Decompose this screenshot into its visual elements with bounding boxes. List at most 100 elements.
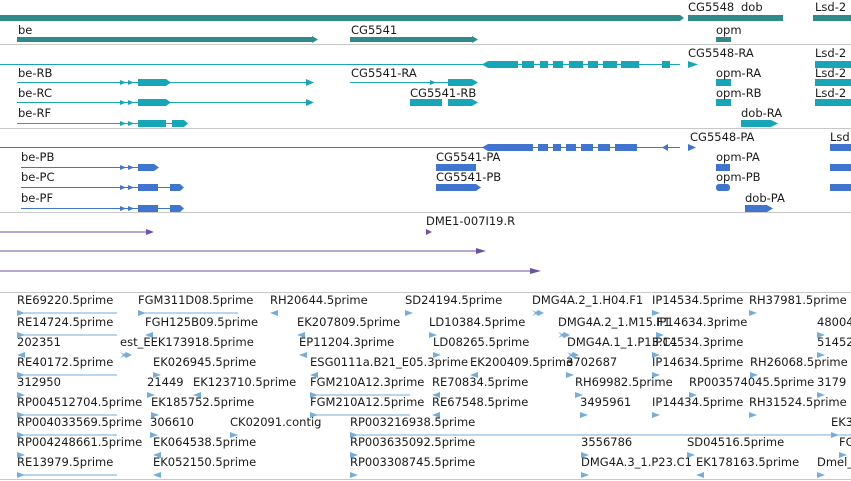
transcript-label-be-rc[interactable]: be-RC bbox=[18, 86, 52, 100]
est-feature[interactable]: EK207809.5prime bbox=[297, 315, 400, 338]
est-feature[interactable]: IP14434.5prime bbox=[652, 395, 743, 418]
est-arrow-icon[interactable] bbox=[17, 392, 25, 398]
gene-label-cg5548[interactable]: CG5548 bbox=[688, 0, 734, 14]
est-feature[interactable]: EK026945.5prime bbox=[153, 355, 256, 378]
est-feature[interactable]: RP003308745.5prime bbox=[350, 455, 475, 478]
transcript-feature-be-rb[interactable] bbox=[17, 79, 314, 86]
est-arrow-icon[interactable] bbox=[153, 452, 161, 458]
est-feature[interactable]: CK02091.contig bbox=[230, 415, 321, 438]
est-feature[interactable]: DMG4A.3_1.P23.C1 bbox=[581, 455, 692, 478]
est-feature[interactable]: RE40172.5prime bbox=[17, 355, 117, 378]
est-arrow-icon[interactable] bbox=[689, 392, 697, 398]
clone-label-dme1[interactable]: DME1-007I19.R bbox=[426, 214, 515, 228]
est-arrow-icon[interactable] bbox=[567, 352, 579, 358]
transcript-feature-be-rf[interactable] bbox=[17, 120, 188, 127]
protein-label-cg5548-pa[interactable]: CG5548-PA bbox=[690, 130, 755, 144]
est-label[interactable]: 3179 bbox=[817, 375, 846, 389]
est-arrow-icon[interactable] bbox=[17, 432, 25, 438]
est-feature[interactable]: SD04516.5prime bbox=[687, 435, 784, 458]
est-label[interactable]: RP004033569.5prime bbox=[17, 415, 142, 429]
est-arrow-icon[interactable] bbox=[193, 392, 201, 398]
protein-label-dob-pa[interactable]: dob-PA bbox=[745, 191, 785, 205]
est-feature[interactable]: EK185752.5prime bbox=[151, 395, 254, 418]
est-feature[interactable]: FGM311D08.5prime bbox=[138, 293, 253, 316]
est-feature[interactable]: RP004512704.5prime bbox=[17, 395, 142, 418]
gene-label-dob[interactable]: dob bbox=[741, 0, 763, 14]
clone-feature-1[interactable] bbox=[0, 229, 154, 235]
est-feature[interactable]: 3556786 bbox=[581, 435, 632, 458]
est-arrow-icon[interactable] bbox=[153, 472, 161, 478]
transcript-feature-dob-ra[interactable] bbox=[741, 120, 778, 127]
est-arrow-icon[interactable] bbox=[566, 372, 574, 378]
protein-feature-cg5548-pa[interactable] bbox=[0, 144, 696, 151]
est-label[interactable]: DMG4A.2_1.H04.F1 bbox=[532, 293, 643, 307]
est-label[interactable]: SD04516.5prime bbox=[687, 435, 784, 449]
clone-feature-dme1[interactable] bbox=[426, 229, 432, 235]
est-arrow-icon[interactable] bbox=[17, 310, 25, 316]
est-label[interactable]: 51452 bbox=[817, 335, 851, 349]
est-feature[interactable]: 306610 bbox=[150, 415, 194, 438]
transcript-feature-be-rc[interactable] bbox=[17, 99, 314, 106]
est-feature[interactable]: FGM210A12.5prime bbox=[310, 395, 424, 418]
transcript-feature-opm-ra[interactable] bbox=[716, 79, 731, 86]
est-arrow-icon[interactable] bbox=[652, 372, 660, 378]
gene-feature-be[interactable] bbox=[17, 36, 318, 43]
est-feature[interactable]: RP003635092.5prime bbox=[350, 435, 475, 458]
est-feature[interactable]: LD10384.5prime bbox=[429, 315, 525, 338]
est-label[interactable]: EK207809.5prime bbox=[297, 315, 400, 329]
est-feature[interactable]: LD08265.5prime bbox=[433, 335, 529, 358]
est-label[interactable]: RE70834.5prime bbox=[432, 375, 528, 389]
est-arrow-icon[interactable] bbox=[310, 412, 318, 418]
protein-feature-be-pf[interactable] bbox=[21, 205, 184, 212]
est-label[interactable]: RP003308745.5prime bbox=[350, 455, 475, 469]
est-arrow-icon[interactable] bbox=[581, 452, 589, 458]
gene-feature-cg5541[interactable] bbox=[350, 36, 478, 43]
est-label[interactable]: FGM311D08.5prime bbox=[138, 293, 253, 307]
transcript-label-opm-rb[interactable]: opm-RB bbox=[716, 86, 762, 100]
est-feature[interactable]: EK052150.5prime bbox=[153, 455, 256, 478]
est-label[interactable]: IP14434.5prime bbox=[652, 395, 743, 409]
transcript-feature-cg5541-ra[interactable] bbox=[350, 79, 478, 86]
est-arrow-icon[interactable] bbox=[17, 412, 25, 418]
est-arrow-icon[interactable] bbox=[750, 372, 758, 378]
gene-feature-opm[interactable] bbox=[716, 37, 731, 42]
protein-label-cg5541-pb[interactable]: CG5541-PB bbox=[436, 170, 501, 184]
est-arrow-icon[interactable] bbox=[749, 310, 757, 316]
est-label[interactable]: DMG4A.2_1.M15.F1 bbox=[558, 315, 671, 329]
transcript-label-lsd2-c[interactable]: Lsd-2 bbox=[815, 86, 846, 100]
est-label[interactable]: EK064538.5prime bbox=[153, 435, 256, 449]
est-feature[interactable]: RE67548.5prime bbox=[432, 395, 528, 418]
est-feature[interactable]: RE14724.5prime bbox=[17, 315, 117, 338]
est-label[interactable]: 3495961 bbox=[580, 395, 631, 409]
est-label[interactable]: Dmel_ bbox=[817, 455, 851, 469]
est-arrow-icon[interactable] bbox=[817, 472, 825, 478]
est-arrow-icon[interactable] bbox=[405, 310, 413, 316]
est-feature[interactable]: 202351 bbox=[17, 335, 61, 358]
est-feature[interactable]: Dmel_ bbox=[817, 455, 851, 478]
est-arrow-icon[interactable] bbox=[575, 392, 583, 398]
est-label[interactable]: est_EEK173918.5prime bbox=[120, 335, 254, 349]
est-label[interactable]: RP003216938.5prime bbox=[350, 415, 475, 429]
est-feature[interactable]: DMG4A.2_1.M15.F1 bbox=[558, 315, 671, 338]
protein-feature-be-pc[interactable] bbox=[21, 184, 184, 191]
est-label[interactable]: RH37981.5prime bbox=[749, 293, 847, 307]
est-feature[interactable]: IP14634.5prime bbox=[652, 355, 743, 378]
est-label[interactable]: EK185752.5prime bbox=[151, 395, 254, 409]
est-arrow-icon[interactable] bbox=[817, 392, 825, 398]
est-label[interactable]: RH69982.5prime bbox=[575, 375, 673, 389]
est-label[interactable]: SD24194.5prime bbox=[405, 293, 502, 307]
protein-feature-dob-pa[interactable] bbox=[745, 205, 773, 212]
protein-feature-lsd-c[interactable] bbox=[830, 184, 851, 191]
transcript-feature-lsd2-a[interactable] bbox=[815, 61, 851, 68]
protein-label-be-pf[interactable]: be-PF bbox=[21, 191, 53, 205]
est-label[interactable]: DMG4A.3_1.P23.C1 bbox=[581, 455, 692, 469]
est-arrow-icon[interactable] bbox=[429, 332, 437, 338]
est-label[interactable]: EK3 bbox=[831, 415, 851, 429]
est-arrow-icon[interactable] bbox=[147, 392, 155, 398]
est-arrow-icon[interactable] bbox=[297, 332, 305, 338]
est-arrow-icon[interactable] bbox=[652, 352, 660, 358]
clone-feature-2[interactable] bbox=[0, 248, 486, 254]
transcript-label-be-rf[interactable]: be-RF bbox=[18, 106, 51, 120]
est-label[interactable]: FGM210A12.3prime bbox=[310, 375, 424, 389]
est-arrow-icon[interactable] bbox=[153, 372, 161, 378]
